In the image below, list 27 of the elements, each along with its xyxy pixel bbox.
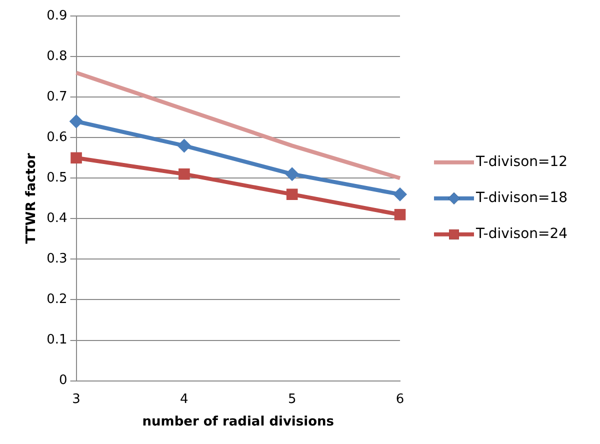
legend-label: T-divison=18 xyxy=(475,190,568,206)
x-tick-label: 6 xyxy=(396,392,404,407)
point xyxy=(177,138,192,153)
y-axis-title: TTWR factor xyxy=(24,152,40,244)
point xyxy=(286,188,298,200)
legend-label: T-divison=12 xyxy=(475,154,568,170)
y-tick-label: 0.1 xyxy=(46,332,68,348)
x-axis-title: number of radial divisions xyxy=(142,414,334,430)
point xyxy=(393,187,407,202)
y-tick-label: 0.5 xyxy=(46,170,68,186)
y-tick-label: 0.9 xyxy=(46,8,68,24)
x-tick-label: 5 xyxy=(288,392,296,407)
x-tick-label: 3 xyxy=(72,392,80,407)
point xyxy=(69,114,84,128)
y-tick-label: 0.6 xyxy=(46,130,68,145)
y-tick-label: 0.3 xyxy=(46,252,68,267)
point xyxy=(394,208,406,220)
point xyxy=(285,167,300,182)
y-tick-label: 0.8 xyxy=(46,48,68,64)
y-tick-label: 0.2 xyxy=(46,292,68,308)
x-tick-label: 4 xyxy=(180,392,188,407)
y-tick-label: 0 xyxy=(58,373,68,388)
point xyxy=(178,168,190,180)
legend-label: T-divison=24 xyxy=(475,226,568,242)
y-tick-label: 0.4 xyxy=(46,211,68,226)
point xyxy=(70,152,82,164)
y-tick-label: 0.7 xyxy=(46,89,68,104)
